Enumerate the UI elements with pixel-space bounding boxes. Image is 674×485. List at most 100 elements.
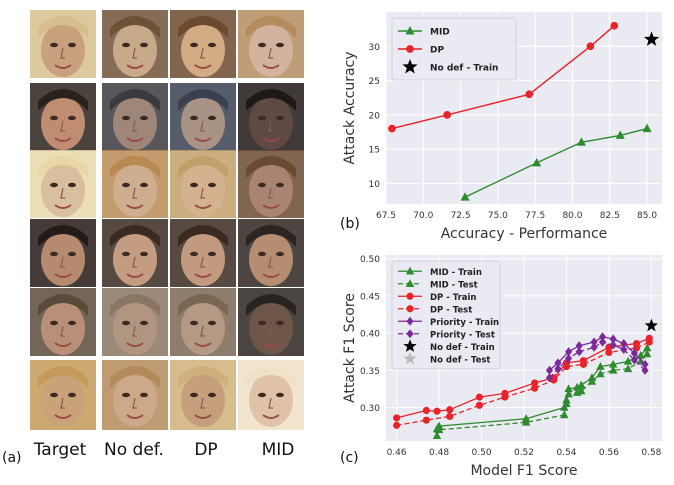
face-image	[238, 150, 304, 218]
data-point	[545, 373, 554, 383]
data-point	[630, 348, 638, 358]
x-tick-label: 77.5	[525, 211, 545, 221]
data-point	[422, 416, 430, 424]
legend-label: MID - Train	[430, 268, 482, 278]
series-no-def-train	[643, 31, 660, 46]
data-point	[642, 123, 652, 133]
data-point	[406, 305, 414, 313]
legend-label: MID - Test	[430, 280, 478, 290]
data-point	[403, 351, 417, 365]
data-point	[406, 292, 414, 300]
data-point	[623, 364, 633, 373]
panel-label-b: (b)	[340, 216, 360, 232]
data-point	[432, 431, 442, 440]
data-point	[564, 389, 573, 398]
face-image	[30, 150, 96, 218]
y-tick-label: 15	[369, 146, 380, 156]
face-image	[30, 219, 96, 287]
data-point	[579, 360, 588, 368]
data-point	[572, 382, 582, 391]
face-image	[238, 288, 304, 356]
x-tick-label: 67.5	[376, 211, 396, 221]
face-image-grid	[0, 0, 320, 485]
face-image	[170, 219, 236, 287]
legend-label: DP - Test	[430, 305, 472, 315]
column-label-dp: DP	[194, 440, 218, 460]
data-point	[642, 349, 652, 358]
legend-label: No def - Train	[430, 343, 495, 353]
legend-label: Priority - Test	[430, 330, 495, 340]
series-no-def-train	[644, 318, 659, 332]
y-tick-label: 0.40	[360, 330, 380, 340]
data-point	[434, 425, 444, 434]
data-point	[562, 399, 571, 408]
x-tick-label: 82.5	[600, 211, 620, 221]
series-mid-test	[432, 349, 652, 440]
face-image	[102, 360, 168, 430]
series-line	[396, 341, 650, 427]
x-tick-label: 0.56	[599, 448, 619, 458]
data-point	[521, 417, 531, 426]
data-point	[577, 380, 586, 389]
data-point	[645, 338, 653, 346]
data-point	[590, 337, 598, 347]
data-point	[596, 369, 605, 378]
data-point	[402, 59, 418, 74]
data-point	[433, 407, 441, 415]
x-tick-label: 0.50	[472, 448, 492, 458]
data-point	[446, 406, 454, 414]
legend: MID DP No def - Train	[391, 17, 517, 81]
data-point	[560, 410, 569, 419]
y-tick-label: 20	[369, 111, 381, 121]
series-mid	[460, 123, 652, 201]
data-point	[531, 379, 539, 387]
data-point	[525, 90, 534, 99]
face-image	[102, 10, 168, 78]
legend-label: No def - Test	[430, 355, 490, 365]
x-tick-label: 72.5	[451, 211, 471, 221]
data-point	[405, 26, 415, 35]
data-point	[641, 365, 649, 375]
data-point	[532, 157, 542, 167]
data-point	[596, 362, 605, 370]
data-point	[406, 329, 414, 339]
data-point	[403, 339, 417, 352]
data-point	[577, 386, 586, 395]
face-image	[170, 10, 236, 78]
data-point	[406, 316, 414, 326]
legend-label: No def - Train	[430, 64, 498, 74]
data-point	[562, 363, 571, 371]
x-tick-label: 70.0	[413, 211, 433, 221]
data-point	[393, 421, 401, 429]
data-point	[636, 350, 645, 359]
data-point	[405, 266, 415, 275]
face-image	[170, 150, 236, 218]
data-point	[393, 414, 401, 422]
face-image	[30, 288, 96, 356]
data-point	[564, 384, 573, 393]
column-label-no-def: No def.	[104, 440, 164, 460]
face-image	[102, 288, 168, 356]
legend-label: DP - Train	[430, 293, 477, 303]
legend: MID - Train MID - Test DP - Train DP - Test…	[391, 260, 501, 370]
legend-label: MID	[430, 28, 450, 38]
data-point	[642, 343, 652, 352]
x-tick-label: 80.0	[562, 211, 582, 221]
legend-box	[391, 17, 517, 81]
data-point	[641, 359, 649, 369]
data-point	[545, 365, 554, 375]
data-point	[443, 111, 452, 119]
x-tick-label: 75.0	[488, 211, 508, 221]
data-point	[598, 337, 607, 347]
x-axis-label: Model F1 Score	[470, 463, 577, 479]
data-point	[608, 359, 618, 368]
x-tick-label: 0.46	[387, 448, 407, 458]
face-image	[170, 360, 236, 430]
face-image	[30, 360, 96, 430]
data-point	[623, 356, 633, 365]
face-image	[238, 219, 304, 287]
face-image	[102, 219, 168, 287]
y-tick-label: 25	[369, 77, 380, 87]
legend-label: DP	[430, 46, 444, 56]
data-point	[422, 406, 430, 415]
